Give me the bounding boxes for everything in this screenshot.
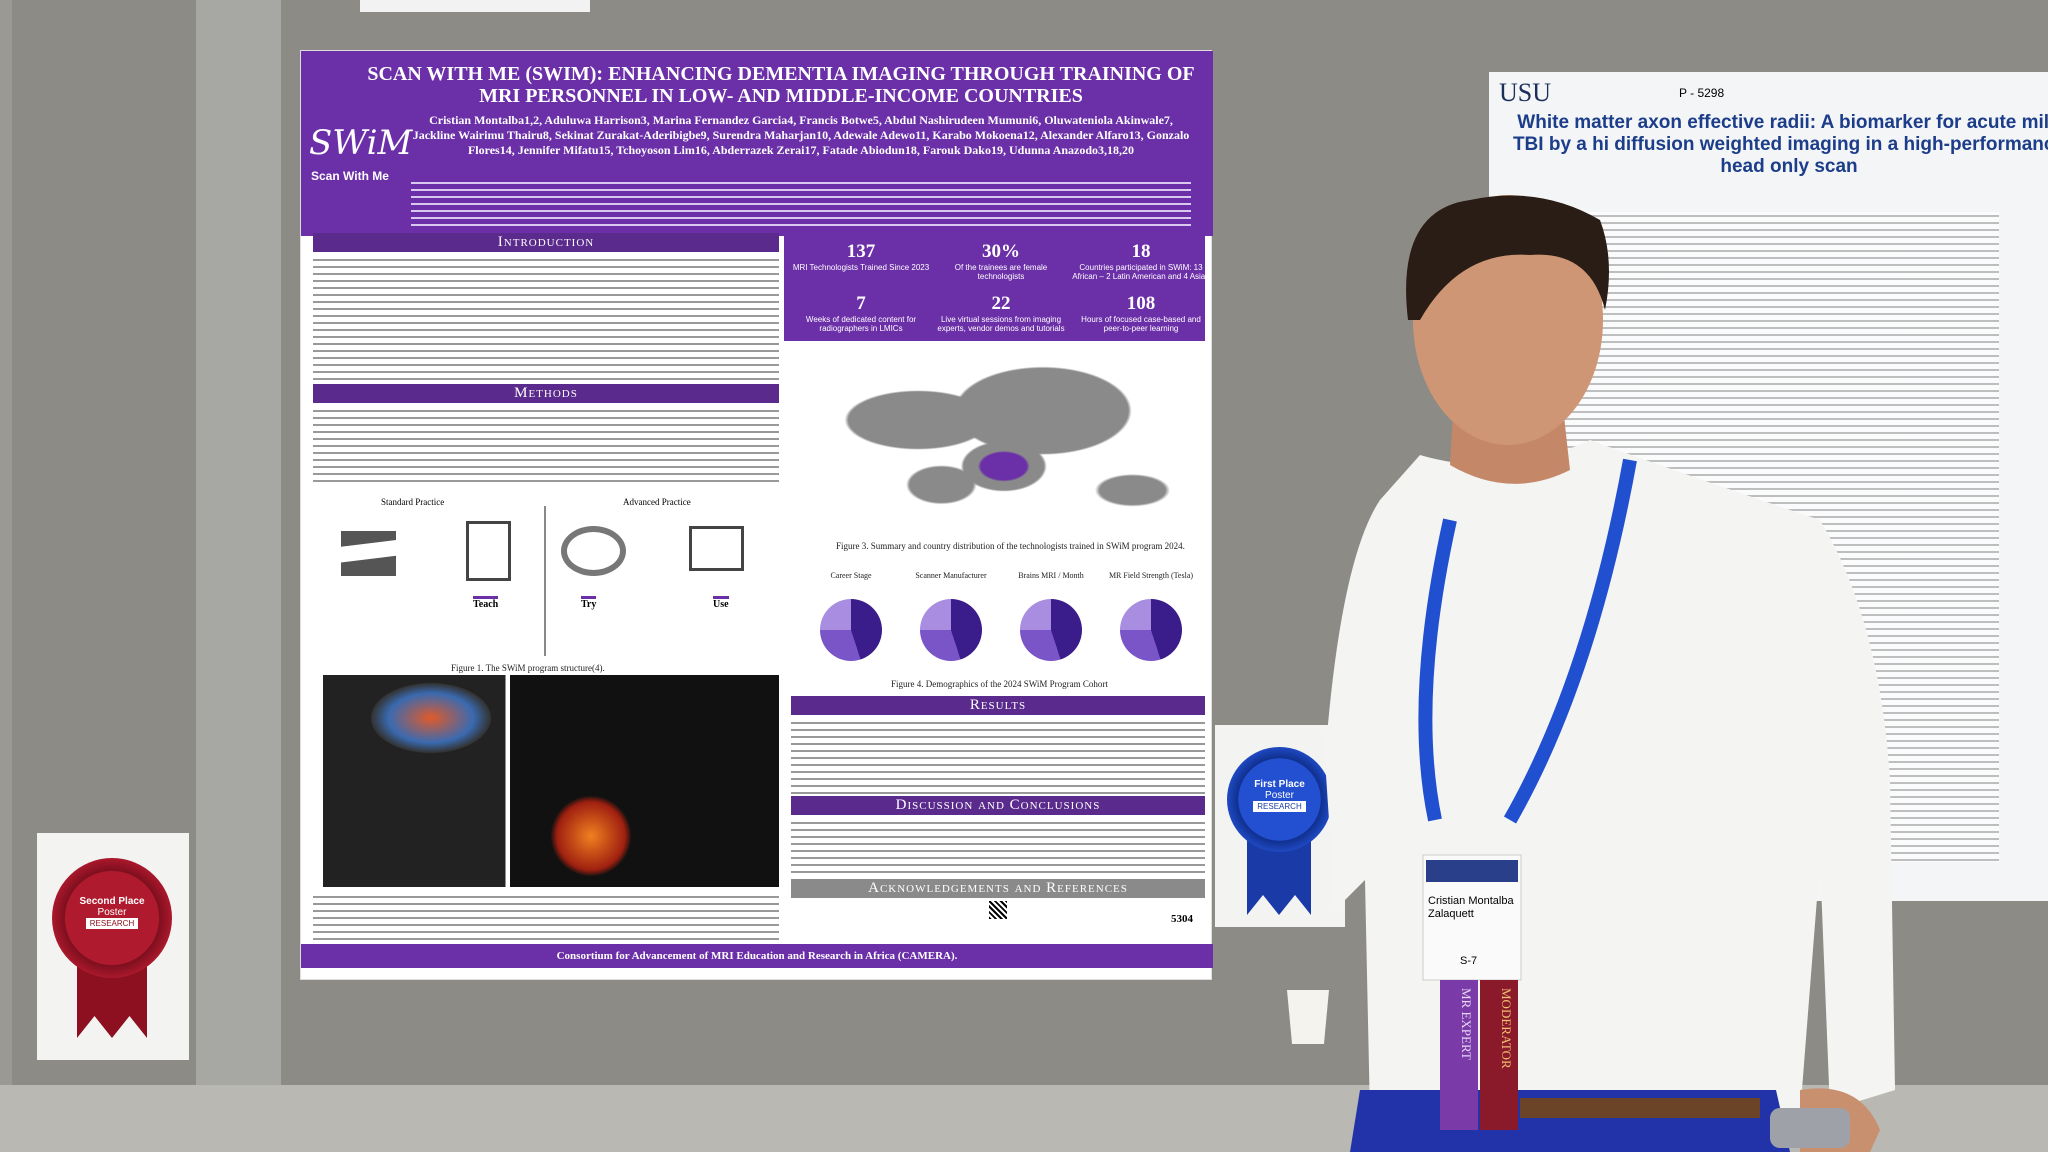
stat-label: Countries participated in SWiM: 13 Afric… xyxy=(1072,263,1210,281)
stat: 108 Hours of focused case-based and peer-… xyxy=(1071,293,1211,333)
other-paper xyxy=(360,0,590,12)
icon-teacher xyxy=(466,521,511,581)
paragraph xyxy=(791,819,1205,874)
stat: 18 Countries participated in SWiM: 13 Afr… xyxy=(1071,241,1211,281)
world-map xyxy=(801,346,1191,531)
ribbon-label: RESEARCH xyxy=(85,918,139,929)
badge-booth: S-7 xyxy=(1460,955,1478,967)
step: Use xyxy=(713,596,729,610)
brain-colour xyxy=(551,796,631,876)
stat-value: 22 xyxy=(991,293,1011,314)
ribbon-place: Second Place xyxy=(79,896,145,907)
pie-title: Career Stage xyxy=(830,571,872,580)
pie-title: Brains MRI / Month xyxy=(1018,571,1084,580)
belt xyxy=(1520,1098,1760,1118)
section-header: Discussion and Conclusions xyxy=(791,796,1205,815)
authors: Cristian Montalba1,2, Aduluwa Harrison3,… xyxy=(412,113,1190,157)
section-header: Results xyxy=(791,696,1205,715)
ribbon-place: First Place xyxy=(1254,779,1305,790)
stat-label: Of the trainees are female technologists xyxy=(954,263,1048,281)
pie-title: MR Field Strength (Tesla) xyxy=(1108,571,1194,580)
step: Teach xyxy=(473,596,499,610)
pie-title: Scanner Manufacturer xyxy=(915,571,987,580)
pie-chart xyxy=(1020,599,1082,661)
stat: 30% Of the trainees are female technologi… xyxy=(931,241,1071,281)
stats-panel xyxy=(784,233,1205,341)
stat: 22 Live virtual sessions from imaging exp… xyxy=(931,293,1071,333)
badge-ribbon: MODERATOR xyxy=(1499,988,1514,1069)
section-header: Methods xyxy=(313,384,779,403)
pie-chart xyxy=(920,599,982,661)
rosette: Second Place Poster RESEARCH xyxy=(52,858,172,978)
logo: SWiM xyxy=(309,123,413,163)
paragraph xyxy=(791,719,1205,794)
hair xyxy=(1406,195,1609,320)
practice-label: Standard Practice xyxy=(381,497,445,507)
stat-label: MRI Technologists Trained Since 2023 xyxy=(792,263,930,272)
poster-number: 5304 xyxy=(1171,913,1193,925)
poster-footer: Consortium for Advancement of MRI Educat… xyxy=(301,944,1213,968)
practice-label: Advanced Practice xyxy=(623,497,691,507)
brain-colour xyxy=(371,683,491,753)
poster: SCAN WITH ME (SWIM): ENHANCING DEMENTIA … xyxy=(300,50,1213,980)
stat-label: Live virtual sessions from imaging exper… xyxy=(937,315,1065,333)
paragraph xyxy=(313,407,779,487)
ribbon-kind: Poster xyxy=(97,907,127,918)
neighbor-title: White matter axon effective radii: A bio… xyxy=(1512,112,2048,177)
frame-post xyxy=(196,0,281,1152)
ribbon-kind: Poster xyxy=(1265,790,1294,801)
stat-value: 108 xyxy=(1126,293,1156,314)
frame-post xyxy=(0,0,12,1152)
pie-chart xyxy=(820,599,882,661)
poster-code: P - 5298 xyxy=(1679,86,1725,100)
icon-scanner xyxy=(561,526,626,576)
paragraph xyxy=(313,256,779,381)
poster-title: SCAN WITH ME (SWIM): ENHANCING DEMENTIA … xyxy=(367,63,1195,107)
lanyard xyxy=(1418,458,1637,824)
figure-caption: Figure 3. Summary and country distributi… xyxy=(836,541,1185,551)
stat-label: Hours of focused case-based and peer-to-… xyxy=(1081,315,1201,333)
stat-value: 137 xyxy=(846,241,876,262)
divider xyxy=(544,506,546,656)
stat-value: 18 xyxy=(1131,241,1151,262)
section-header: Acknowledgements and References xyxy=(791,879,1205,898)
badge-header xyxy=(1426,860,1518,882)
section-header: Introduction xyxy=(313,233,779,252)
poster-header: SCAN WITH ME (SWIM): ENHANCING DEMENTIA … xyxy=(301,51,1213,236)
figure-caption: Figure 4. Demographics of the 2024 SWiM … xyxy=(891,679,1108,689)
stat: 7 Weeks of dedicated content for radiogra… xyxy=(791,293,931,333)
institution: USU xyxy=(1499,78,1552,107)
paragraph xyxy=(313,893,779,943)
rosette: First Place Poster RESEARCH xyxy=(1227,747,1332,852)
stat: 137 MRI Technologists Trained Since 2023 xyxy=(791,241,931,272)
badge-ribbon: MR EXPERT xyxy=(1459,988,1474,1060)
pie-chart xyxy=(1120,599,1182,661)
logo-sub: Scan With Me xyxy=(311,169,389,183)
badge-name: Cristian Montalba Zalaquett xyxy=(1428,895,1514,920)
cup xyxy=(1287,990,1329,1044)
watch xyxy=(1770,1108,1850,1148)
ribbon-label: RESEARCH xyxy=(1253,801,1306,812)
icon-workstation xyxy=(689,526,744,571)
ribbon-maroon xyxy=(1480,980,1518,1130)
stat-value: 7 xyxy=(856,293,866,314)
ribbon-purple xyxy=(1440,980,1478,1130)
figure-caption: Figure 1. The SWiM program structure(4). xyxy=(451,663,605,673)
step: Try xyxy=(581,596,597,610)
qr-code xyxy=(989,901,1007,919)
ribbon-card: Second Place Poster RESEARCH xyxy=(37,833,189,1060)
stat-label: Weeks of dedicated content for radiograp… xyxy=(805,315,917,333)
affiliations xyxy=(411,179,1191,229)
ribbon-card: First Place Poster RESEARCH xyxy=(1215,725,1345,927)
stat-value: 30% xyxy=(982,241,1020,262)
